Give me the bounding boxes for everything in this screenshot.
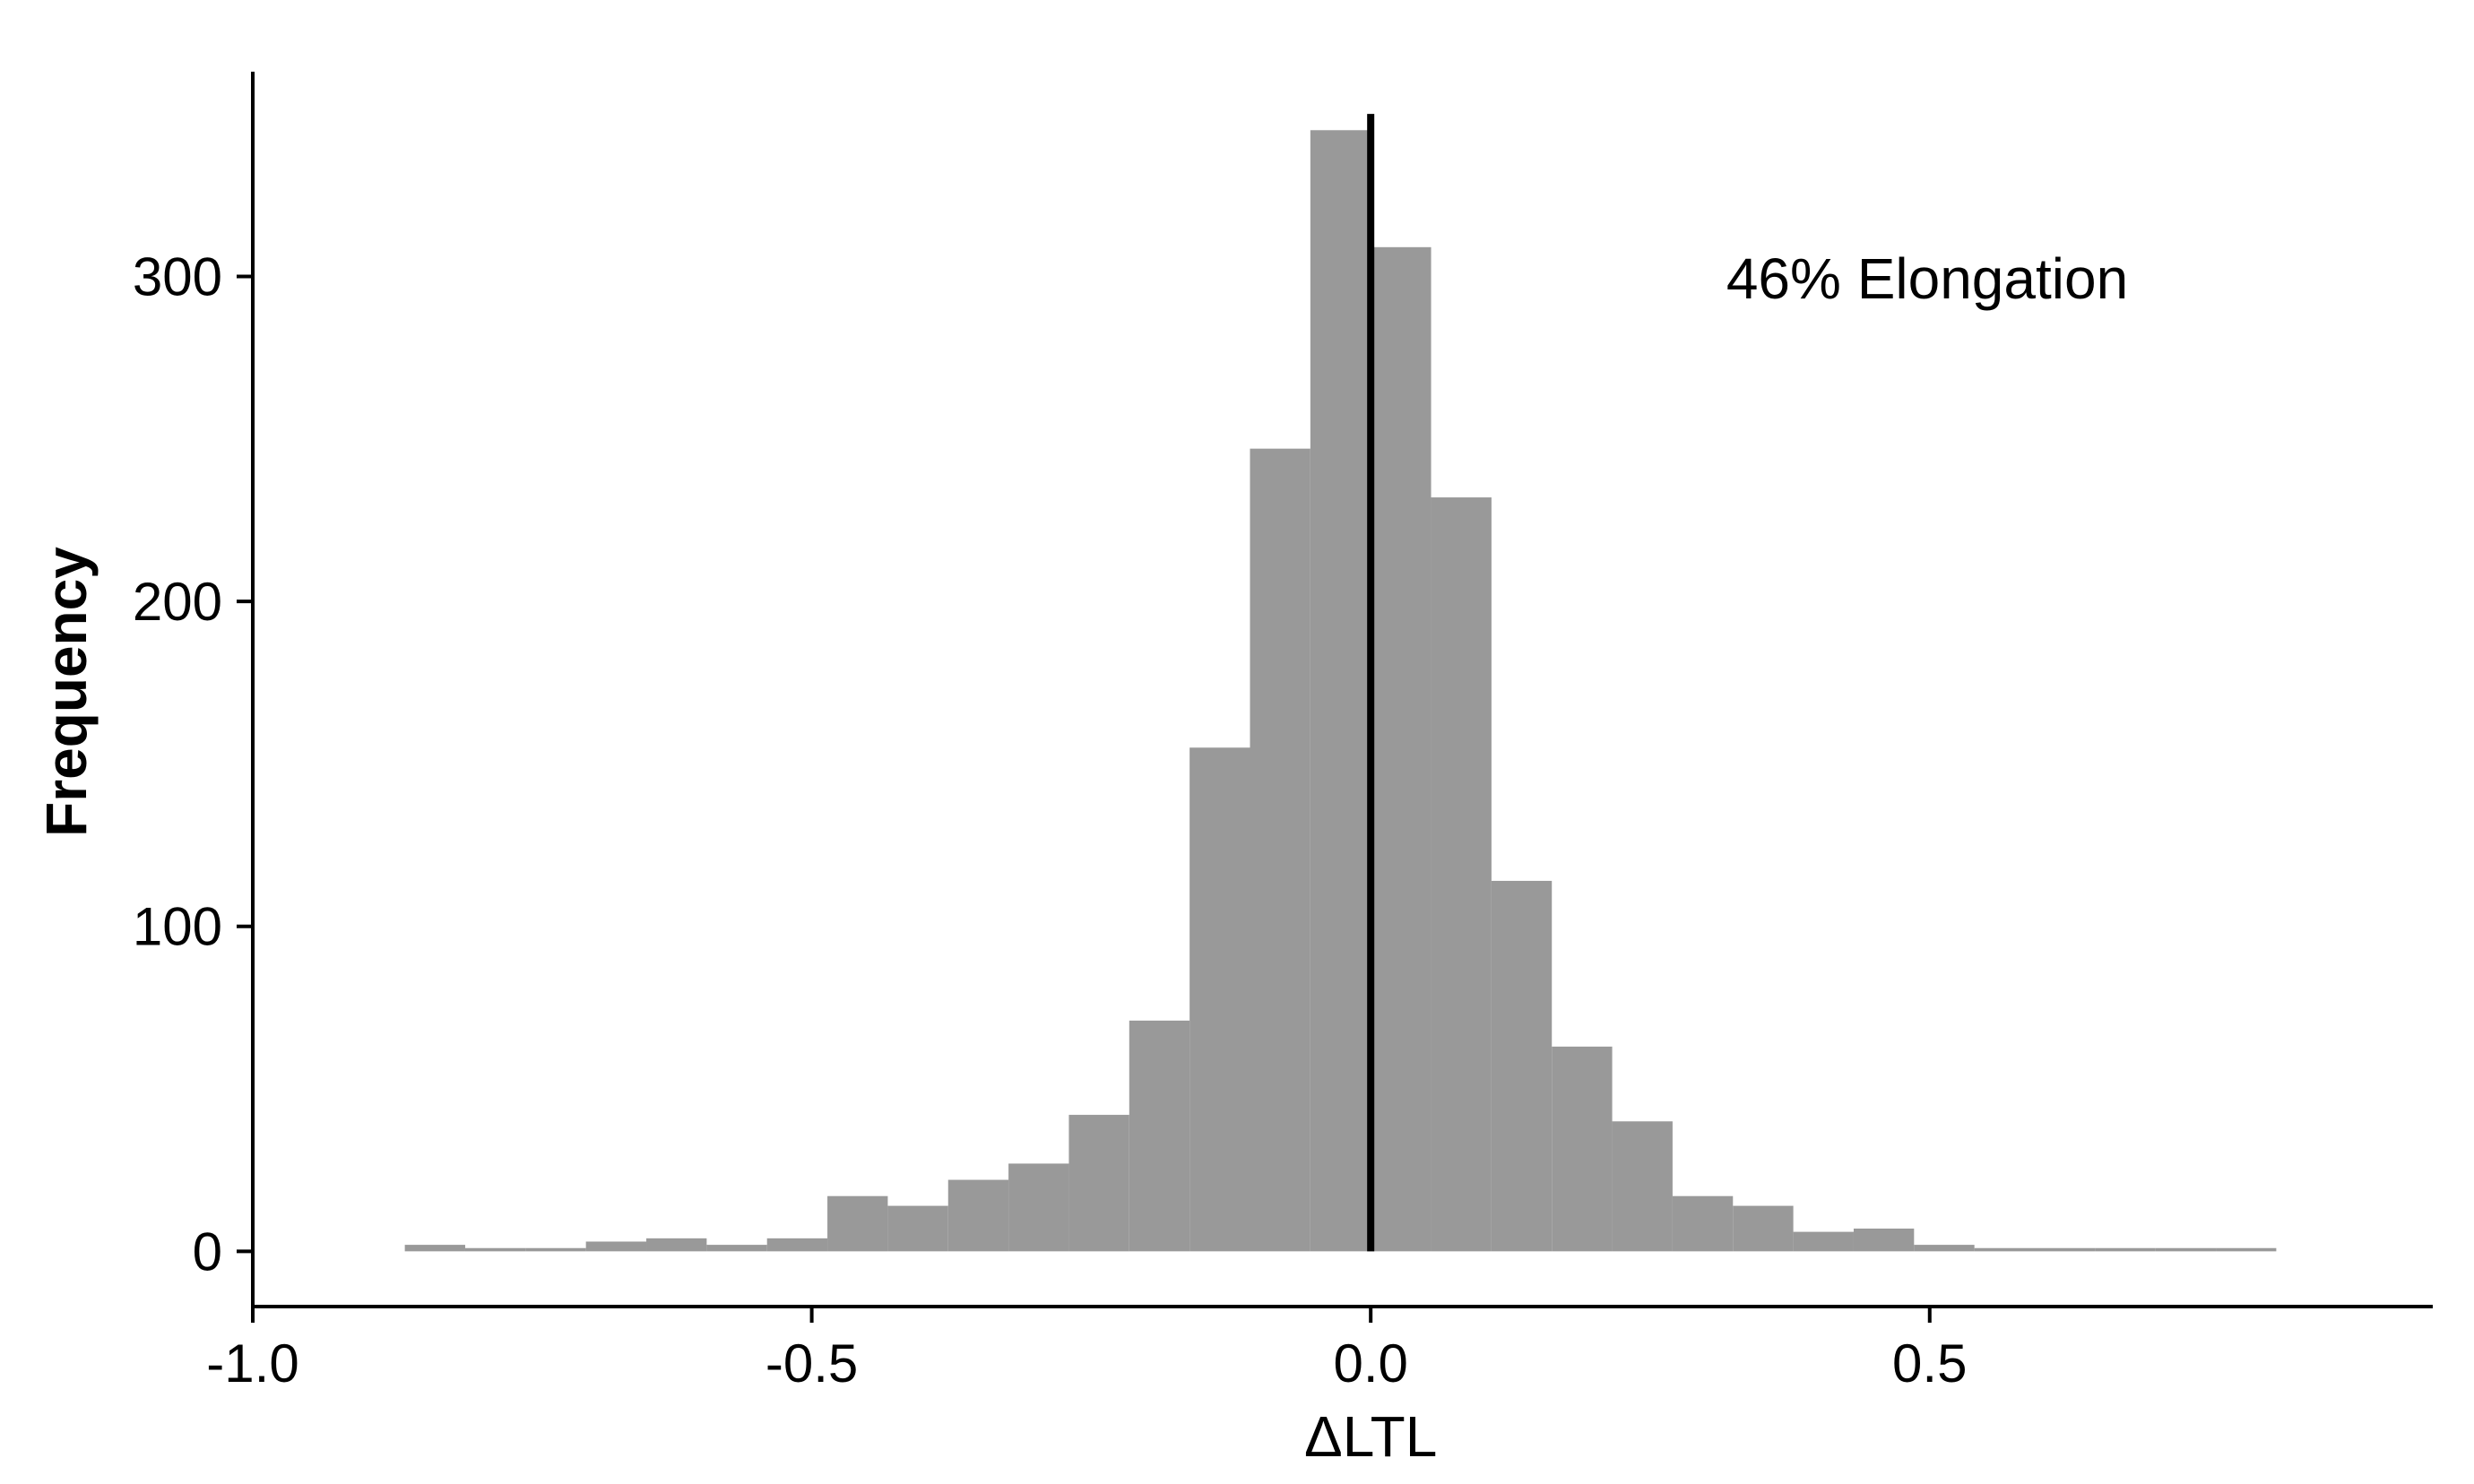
histogram-bar-8 [887,1205,948,1252]
histogram-bar-28 [2095,1247,2156,1252]
x-tick-label-3: 0.5 [1892,1333,1967,1393]
x-axis-label: ΔLTL [1304,1404,1437,1469]
histogram-bar-25 [1914,1245,1975,1252]
histogram-bar-3 [585,1241,647,1252]
histogram-bar-12 [1129,1020,1190,1252]
histogram-bar-24 [1853,1228,1915,1252]
histogram-bar-21 [1672,1195,1734,1252]
histogram-bar-26 [1974,1247,2036,1252]
x-tick-label-1: -0.5 [766,1333,858,1393]
y-tick-label-2: 200 [133,572,222,632]
histogram-bar-22 [1733,1205,1794,1252]
y-tick-label-0: 0 [193,1221,222,1281]
histogram-bar-14 [1250,448,1311,1252]
y-tick-label-3: 300 [133,246,222,306]
annotation-text: 46% Elongation [1726,246,2128,311]
x-tick-label-0: -1.0 [206,1333,298,1393]
histogram-bar-17 [1431,497,1492,1252]
histogram-bar-4 [646,1238,707,1252]
histogram-bar-6 [766,1238,828,1252]
y-ticks-layer: 0 100 200 300 [133,246,253,1281]
bars-layer [404,130,2277,1252]
histogram-bar-20 [1612,1121,1673,1252]
histogram-bar-7 [827,1195,888,1252]
histogram-bar-11 [1068,1115,1129,1252]
histogram-bar-1 [464,1247,526,1252]
histogram-bar-29 [2155,1247,2217,1252]
histogram-bar-30 [2216,1247,2277,1252]
histogram-bar-19 [1552,1046,1613,1252]
x-tick-label-2: 0.0 [1333,1333,1407,1393]
y-axis-label: Frequency [34,547,99,837]
histogram-bar-15 [1310,130,1371,1252]
histogram-bar-9 [947,1179,1009,1252]
histogram-bar-23 [1793,1231,1854,1252]
x-ticks-layer: -1.0 -0.5 0.0 0.5 [206,1307,1967,1393]
histogram-bar-5 [706,1245,767,1252]
histogram-bar-2 [525,1247,586,1252]
histogram-bar-18 [1491,880,1553,1252]
histogram-bar-13 [1189,747,1250,1252]
y-tick-label-1: 100 [133,897,222,957]
histogram-bar-10 [1008,1163,1069,1252]
histogram-bar-16 [1371,246,1432,1252]
histogram-bar-0 [404,1245,465,1252]
histogram-bar-27 [2035,1247,2096,1252]
